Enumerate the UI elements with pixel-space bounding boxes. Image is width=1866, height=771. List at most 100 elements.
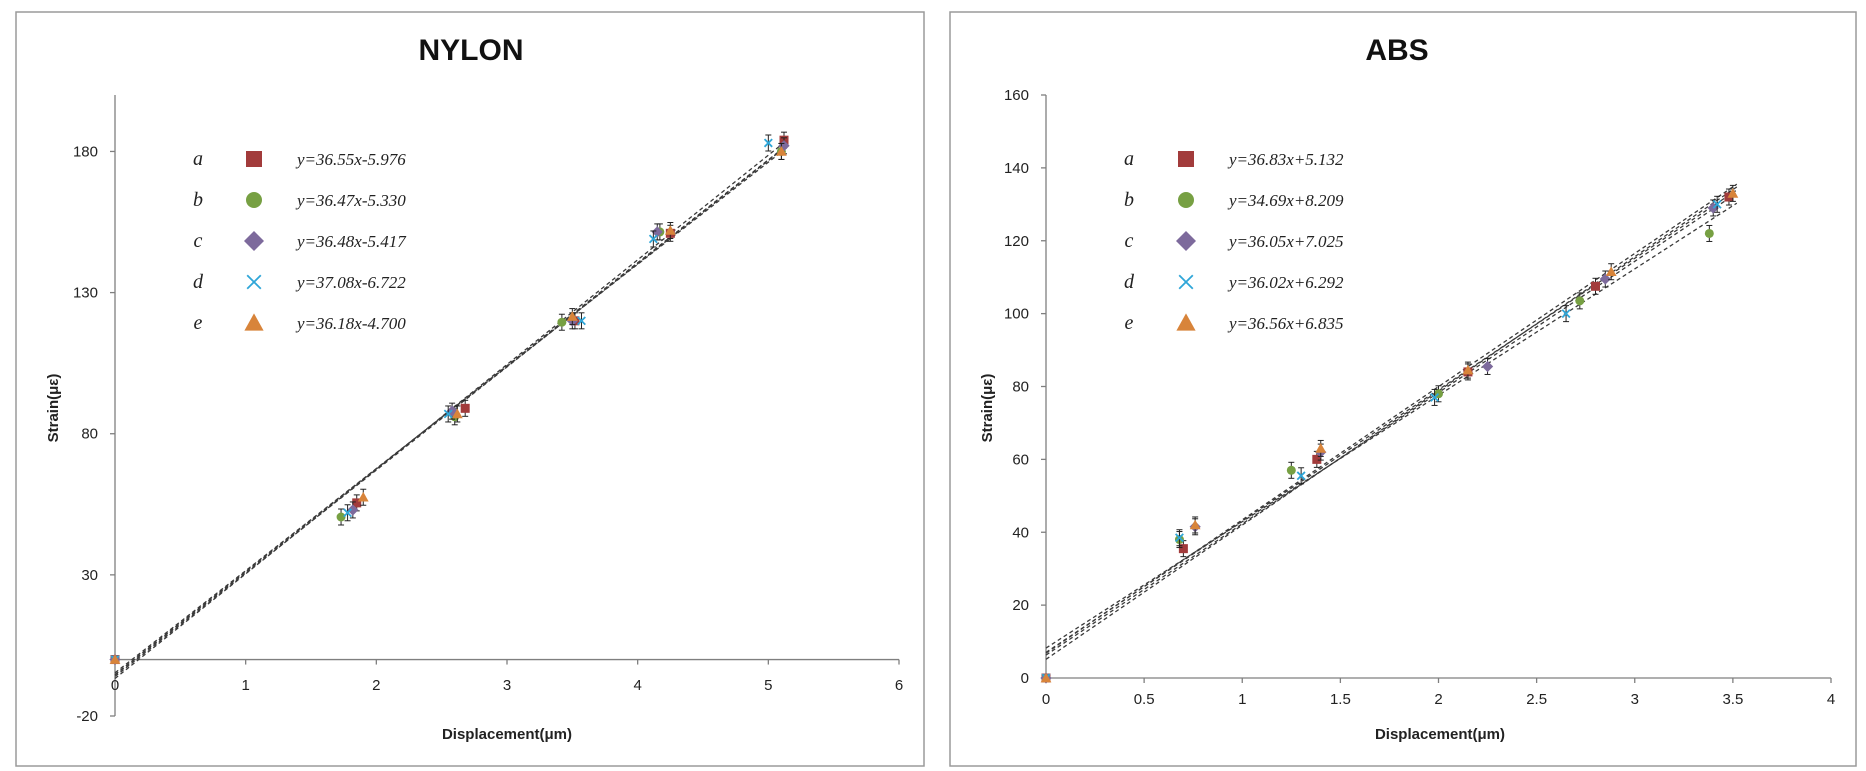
legend-equation: y=36.02x+6.292 — [1227, 273, 1344, 292]
data-point-series-d — [648, 234, 658, 244]
marker-stroke — [1561, 309, 1571, 319]
legend-marker-a-icon — [246, 151, 262, 167]
legend-equation: y=36.48x-5.417 — [295, 232, 407, 251]
x-tick-label: 2.5 — [1526, 691, 1547, 708]
data-point-series-a — [1312, 454, 1322, 464]
marker-stroke — [577, 316, 586, 326]
trendline-series-d — [1045, 192, 1738, 656]
legend-label: d — [1124, 271, 1135, 293]
chart-panel-nylon: NYLON -20 30 80 130 180 0 1 2 3 4 5 6 a y=36.55x-5.97… — [15, 11, 925, 767]
data-point-series-e — [1040, 672, 1052, 683]
data-point-series-d — [1712, 199, 1722, 209]
data-point-series-d — [343, 508, 353, 518]
legend-label: b — [1124, 189, 1134, 211]
legend-label: e — [194, 312, 203, 334]
data-point-series-c — [651, 226, 663, 238]
marker-stroke — [246, 274, 262, 290]
legend-equation: y=36.47x-5.330 — [295, 191, 406, 210]
legend-marker-e-icon — [244, 313, 264, 331]
legend-equation: y=36.18x-4.700 — [295, 314, 406, 333]
marker-stroke — [343, 508, 353, 518]
data-point-series-b — [557, 317, 567, 327]
legend-marker-c-icon — [244, 231, 264, 251]
trendline-series-e — [1045, 183, 1738, 654]
y-tick-label: 30 — [81, 567, 98, 584]
legend-label: e — [1125, 312, 1134, 334]
legend-label: a — [1124, 148, 1134, 170]
x-tick-label: 2 — [1434, 691, 1442, 708]
data-point-series-e — [109, 654, 121, 664]
plot-area-abs: 0 20 40 60 80 100 120 140 160 0 0.5 1 1.5 2 2.5 3 3.5 4 a y… — [1004, 87, 1835, 708]
marker-stroke — [1712, 199, 1722, 209]
y-tick-label: 160 — [1004, 87, 1029, 104]
data-point-series-e — [1189, 519, 1201, 530]
data-point-series-c — [347, 504, 359, 516]
x-axis-title: Displacement(μm) — [442, 726, 572, 743]
y-tick-label: 180 — [73, 143, 98, 160]
legend-marker-c-icon — [1176, 231, 1196, 251]
data-point-series-e — [664, 225, 676, 235]
data-point-series-a — [352, 498, 362, 508]
trendline-series-c — [1045, 189, 1738, 653]
y-tick-label: 20 — [1012, 597, 1029, 614]
data-point-series-b — [1286, 465, 1296, 475]
data-point-series-d — [1430, 392, 1440, 402]
y-tick-label: 80 — [81, 426, 98, 443]
legend-equation: y=37.08x-6.722 — [295, 273, 406, 292]
x-tick-label: 3.5 — [1722, 691, 1743, 708]
legend-marker-b-icon — [1178, 192, 1194, 208]
data-point-series-e — [451, 408, 463, 419]
plot-area-nylon: -20 30 80 130 180 0 1 2 3 4 5 6 a y=36.55x-5.976 b y=36… — [73, 95, 903, 725]
chart-panel-abs: ABS 0 20 40 60 80 100 120 140 160 0 0.5 1 1.5 2 2.5 3 3.… — [949, 11, 1857, 767]
marker-stroke — [1296, 471, 1306, 481]
data-point-series-e — [1462, 364, 1474, 375]
marker-stroke — [1178, 274, 1194, 290]
x-tick-label: 2 — [372, 677, 380, 694]
chart-frame — [949, 11, 1857, 767]
chart-frame — [15, 11, 925, 767]
data-point-series-e — [776, 146, 787, 156]
x-tick-label: 1 — [1238, 691, 1246, 708]
x-tick-label: 1.5 — [1330, 691, 1351, 708]
data-point-series-e — [357, 491, 369, 502]
marker-stroke — [443, 409, 453, 419]
data-point-series-b — [1704, 228, 1714, 238]
y-tick-label: 80 — [1012, 379, 1029, 396]
data-point-series-e — [1727, 187, 1739, 198]
legend-equation: y=34.69x+8.209 — [1227, 191, 1344, 210]
legend-equation: y=36.56x+6.835 — [1227, 314, 1344, 333]
legend-label: b — [193, 189, 203, 211]
x-tick-label: 0 — [1042, 691, 1050, 708]
data-point-series-d — [443, 409, 453, 419]
data-point-series-a — [1591, 281, 1600, 291]
legend-marker-d-icon — [1178, 274, 1194, 290]
data-point-series-d — [1296, 471, 1306, 481]
legend-equation: y=36.55x-5.976 — [295, 150, 406, 169]
data-point-series-d — [763, 138, 773, 148]
marker-stroke — [648, 234, 658, 244]
chart-title: NYLON — [419, 34, 524, 67]
y-tick-label: 120 — [1004, 233, 1029, 250]
x-tick-label: 6 — [895, 677, 903, 694]
legend-marker-d-icon — [246, 274, 262, 290]
legend-label: a — [193, 148, 203, 170]
y-tick-label: 130 — [73, 285, 98, 302]
x-tick-label: 0 — [111, 677, 119, 694]
y-tick-label: 0 — [1021, 670, 1029, 687]
y-axis-title: Strain(με) — [979, 374, 996, 443]
data-point-series-e — [1315, 443, 1327, 453]
x-tick-label: 3 — [1631, 691, 1639, 708]
data-point-series-d — [1561, 309, 1571, 319]
trendline-series-b — [1045, 202, 1738, 649]
legend-marker-e-icon — [1176, 313, 1196, 331]
marker-stroke — [1430, 392, 1440, 402]
marker-stroke — [763, 138, 773, 148]
legend-equation: y=36.83x+5.132 — [1227, 150, 1344, 169]
x-tick-label: 4 — [1827, 691, 1835, 708]
legend-label: d — [193, 271, 204, 293]
y-tick-label: 140 — [1004, 160, 1029, 177]
legend-label: c — [194, 230, 203, 252]
data-point-series-b — [336, 512, 346, 522]
chart-title: ABS — [1365, 34, 1428, 67]
